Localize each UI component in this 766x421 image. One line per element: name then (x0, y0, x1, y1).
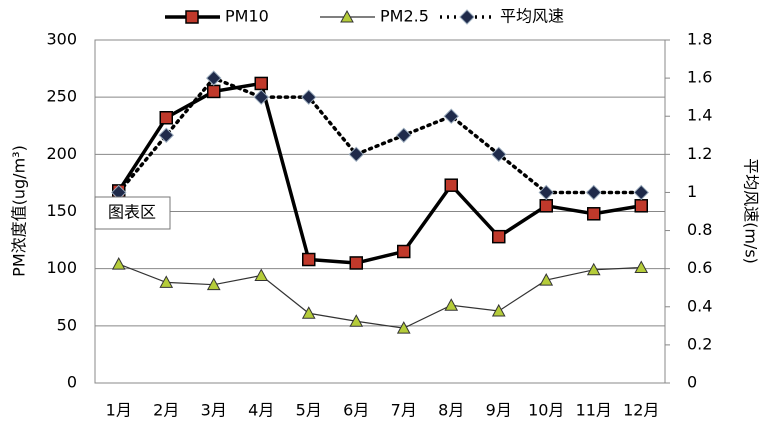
marker (539, 273, 554, 286)
marker (491, 146, 507, 163)
annotation-box (94, 196, 171, 230)
y-tick-label: 100 (46, 258, 77, 277)
legend-label: 平均风速 (500, 7, 564, 26)
marker (206, 277, 221, 291)
marker (633, 184, 649, 201)
marker (207, 84, 221, 99)
series-line (117, 76, 643, 195)
x-tick-label: 9月 (486, 401, 512, 420)
y2-tick-label: 0.4 (687, 296, 712, 315)
marker (159, 110, 173, 125)
marker (634, 199, 648, 213)
marker (396, 127, 412, 143)
marker (587, 207, 601, 221)
x-tick-label: 2月 (153, 401, 179, 420)
y-tick-label: 250 (46, 87, 77, 106)
y2-tick-label: 1.4 (687, 106, 712, 125)
marker (302, 252, 316, 267)
x-tick-label: 7月 (391, 401, 417, 420)
x-tick-label: 4月 (248, 401, 274, 420)
marker (254, 76, 268, 91)
marker (206, 70, 222, 86)
series-line (118, 263, 642, 329)
marker (111, 257, 126, 270)
marker (444, 298, 459, 311)
x-tick-label: 6月 (343, 401, 369, 420)
y2-tick-label: 0.6 (687, 258, 712, 277)
y2-tick-label: 1.8 (687, 30, 712, 49)
y2-tick-label: 1.2 (687, 144, 712, 163)
x-tick-label: 3月 (201, 401, 227, 420)
marker (159, 275, 174, 288)
x-tick-label: 1月 (106, 401, 132, 420)
y-axis-label: PM浓度值(ug/m³) (10, 145, 29, 277)
y-tick-label: 0 (67, 373, 77, 392)
x-tick-label: 12月 (623, 401, 659, 420)
x-tick-label: 10月 (528, 401, 564, 420)
marker (491, 303, 506, 317)
marker (348, 146, 364, 163)
marker (397, 244, 411, 259)
marker (443, 108, 459, 124)
marker (158, 127, 174, 143)
x-tick-label: 8月 (438, 401, 464, 420)
marker (254, 268, 269, 282)
y2-tick-label: 0.8 (687, 220, 712, 239)
marker (301, 306, 316, 319)
marker (396, 321, 411, 334)
series-line (117, 81, 643, 265)
x-tick-label: 11月 (576, 401, 612, 420)
y-tick-label: 150 (46, 201, 77, 220)
legend-marker (185, 10, 199, 24)
marker (539, 199, 553, 213)
marker (301, 89, 317, 105)
x-tick-label: 5月 (296, 401, 322, 420)
y2-tick-label: 0 (687, 373, 697, 392)
y-tick-label: 50 (57, 315, 77, 334)
legend-marker (459, 9, 475, 25)
y2-tick-label: 1.6 (687, 68, 712, 87)
marker (538, 184, 554, 201)
legend-label: PM2.5 (380, 7, 429, 26)
marker (586, 262, 601, 276)
marker (586, 184, 602, 201)
annotation: 图表区 (108, 203, 156, 222)
legend-label: PM10 (225, 7, 269, 26)
y2-tick-label: 0.2 (687, 334, 712, 353)
marker (349, 256, 363, 270)
marker (349, 314, 364, 327)
y2-axis-label: 平均风速(m/s) (742, 158, 761, 264)
marker (492, 229, 506, 244)
legend-marker (340, 9, 354, 23)
marker (444, 178, 458, 192)
y-tick-label: 200 (46, 144, 77, 163)
y-tick-label: 300 (46, 30, 77, 49)
marker (634, 260, 649, 274)
marker (253, 89, 269, 105)
y2-tick-label: 1 (687, 182, 697, 201)
